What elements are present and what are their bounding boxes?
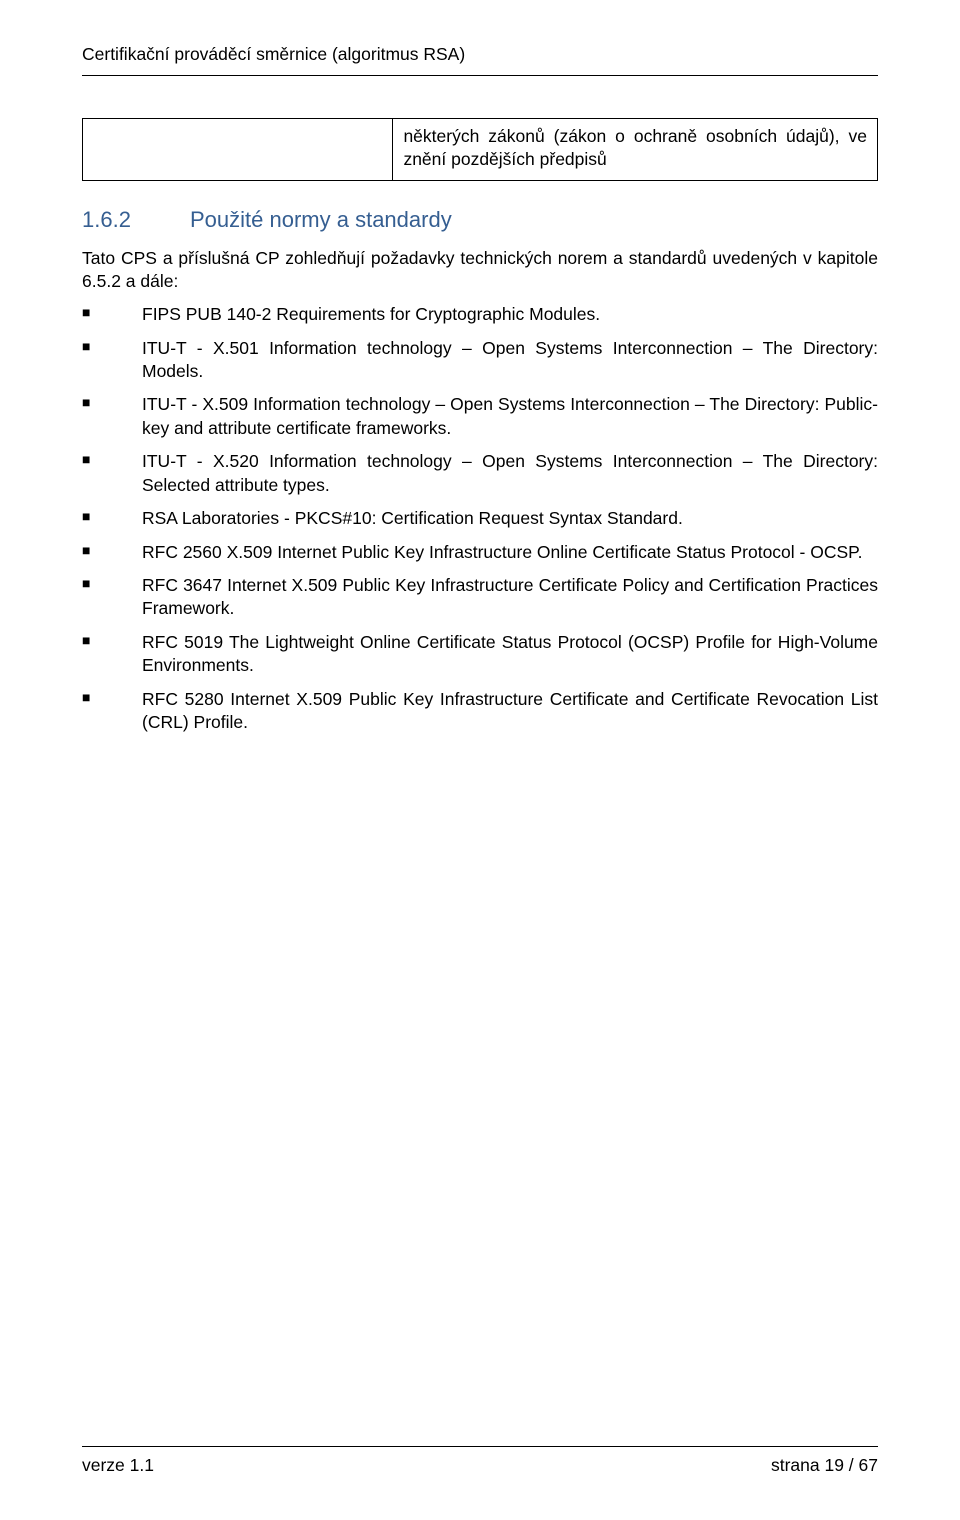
list-item: RFC 5280 Internet X.509 Public Key Infra… xyxy=(82,688,878,735)
header-rule xyxy=(82,75,878,76)
header-title: Certifikační prováděcí směrnice (algorit… xyxy=(82,44,465,64)
list-item: ITU-T - X.501 Information technology – O… xyxy=(82,337,878,384)
list-item: RSA Laboratories - PKCS#10: Certificatio… xyxy=(82,507,878,530)
section-number: 1.6.2 xyxy=(82,207,190,233)
list-item: ITU-T - X.509 Information technology – O… xyxy=(82,393,878,440)
list-item: RFC 5019 The Lightweight Online Certific… xyxy=(82,631,878,678)
section-heading: 1.6.2 Použité normy a standardy xyxy=(82,207,878,233)
footer-version: verze 1.1 xyxy=(82,1455,154,1476)
law-table-right-cell: některých zákonů (zákon o ochraně osobní… xyxy=(392,118,878,181)
standards-list: FIPS PUB 140-2 Requirements for Cryptogr… xyxy=(82,303,878,735)
page: Certifikační prováděcí směrnice (algorit… xyxy=(0,0,960,1520)
law-table-left-cell xyxy=(82,118,392,181)
footer-bar: verze 1.1 strana 19 / 67 xyxy=(82,1455,878,1476)
section-intro: Tato CPS a příslušná CP zohledňují požad… xyxy=(82,247,878,294)
footer-rule xyxy=(82,1446,878,1447)
page-header: Certifikační prováděcí směrnice (algorit… xyxy=(82,44,878,75)
footer-page-number: strana 19 / 67 xyxy=(771,1455,878,1476)
list-item: RFC 3647 Internet X.509 Public Key Infra… xyxy=(82,574,878,621)
list-item: FIPS PUB 140-2 Requirements for Cryptogr… xyxy=(82,303,878,326)
list-item: RFC 2560 X.509 Internet Public Key Infra… xyxy=(82,541,878,564)
list-item: ITU-T - X.520 Information technology – O… xyxy=(82,450,878,497)
page-footer: verze 1.1 strana 19 / 67 xyxy=(82,1446,878,1476)
section-title: Použité normy a standardy xyxy=(190,207,452,233)
law-table: některých zákonů (zákon o ochraně osobní… xyxy=(82,118,878,181)
